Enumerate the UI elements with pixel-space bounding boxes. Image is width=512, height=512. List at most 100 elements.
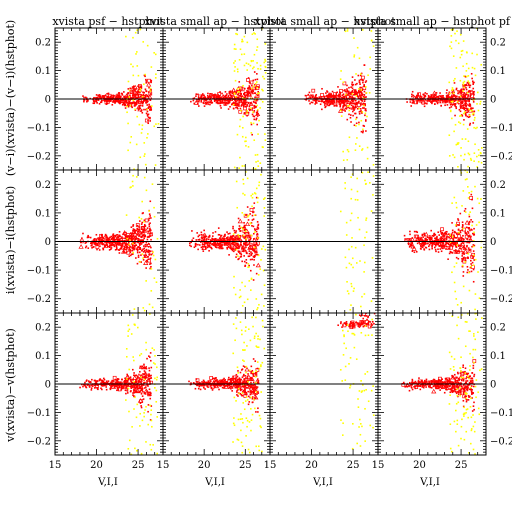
red-point xyxy=(355,116,358,119)
red-point xyxy=(456,241,458,243)
red-point xyxy=(88,381,91,384)
red-point xyxy=(256,221,259,223)
red-point xyxy=(253,202,256,204)
yellow-point xyxy=(363,261,366,264)
red-point xyxy=(221,247,224,250)
yellow-point xyxy=(465,75,468,78)
red-point xyxy=(84,96,87,99)
red-point xyxy=(121,236,123,238)
yellow-point xyxy=(369,68,372,70)
yellow-point xyxy=(239,295,242,298)
red-point xyxy=(227,243,230,246)
red-point xyxy=(338,99,341,101)
red-point xyxy=(425,243,427,245)
yellow-point xyxy=(351,257,354,260)
yellow-point xyxy=(471,52,474,55)
red-point xyxy=(230,235,232,238)
red-point xyxy=(458,239,461,242)
yellow-point xyxy=(454,123,457,126)
red-point xyxy=(462,271,465,273)
red-point xyxy=(107,93,112,98)
red-point xyxy=(111,103,114,106)
red-point xyxy=(235,92,238,94)
red-point xyxy=(329,102,332,105)
yellow-point xyxy=(363,104,365,107)
yellow-point xyxy=(472,240,475,242)
red-point xyxy=(115,97,117,99)
red-point xyxy=(136,250,139,252)
red-point xyxy=(347,92,350,95)
yellow-point xyxy=(240,53,243,56)
red-point xyxy=(360,78,362,81)
yellow-point xyxy=(340,70,342,72)
red-point xyxy=(356,82,358,85)
red-point xyxy=(323,96,326,98)
yellow-point xyxy=(350,245,353,248)
ytick-label: 0.2 xyxy=(35,38,51,49)
red-point xyxy=(362,79,364,82)
red-point xyxy=(425,240,428,242)
yellow-point xyxy=(460,114,462,117)
red-point xyxy=(144,218,149,223)
red-point xyxy=(226,246,228,249)
red-point xyxy=(251,84,253,87)
red-point xyxy=(415,250,418,253)
yellow-point xyxy=(263,207,266,209)
red-point xyxy=(252,211,255,213)
red-point xyxy=(313,97,316,100)
red-point xyxy=(220,244,223,246)
red-point xyxy=(96,97,99,99)
red-point xyxy=(354,83,357,86)
yellow-point xyxy=(477,271,479,273)
red-point xyxy=(357,95,359,98)
yellow-point xyxy=(450,35,453,37)
red-point xyxy=(441,237,443,239)
red-point xyxy=(251,246,254,248)
red-point xyxy=(235,230,237,232)
yellow-point xyxy=(241,135,244,138)
red-point xyxy=(124,103,127,106)
red-point xyxy=(462,225,464,227)
yellow-point xyxy=(252,85,255,88)
red-point xyxy=(235,242,238,245)
red-point xyxy=(130,102,133,104)
yellow-point xyxy=(473,116,476,119)
points-r1-c3 xyxy=(304,28,375,166)
red-point xyxy=(320,96,323,98)
red-point xyxy=(426,236,429,239)
yellow-point xyxy=(453,130,455,133)
yellow-point xyxy=(456,100,459,103)
red-point xyxy=(125,98,127,101)
red-point xyxy=(221,92,223,95)
red-point xyxy=(345,94,348,97)
red-point xyxy=(454,252,456,254)
red-point xyxy=(227,95,230,97)
yellow-point xyxy=(262,245,265,248)
red-point xyxy=(419,95,422,98)
red-point xyxy=(204,101,207,104)
yellow-point xyxy=(239,289,241,291)
yellow-point xyxy=(366,157,369,160)
yellow-point xyxy=(143,176,146,179)
red-point xyxy=(116,389,118,392)
red-point xyxy=(85,245,88,248)
red-point xyxy=(93,102,96,105)
red-point xyxy=(323,101,326,103)
yellow-point xyxy=(253,214,256,217)
red-point xyxy=(198,99,200,101)
red-point xyxy=(251,109,253,111)
red-point xyxy=(471,257,474,259)
red-point xyxy=(363,100,366,103)
red-point xyxy=(223,97,228,102)
red-point xyxy=(437,248,439,251)
red-point xyxy=(330,95,333,97)
red-point xyxy=(463,108,466,111)
red-point xyxy=(240,101,243,103)
ytick-label: 0.1 xyxy=(490,66,506,77)
yellow-point xyxy=(372,194,374,196)
red-point xyxy=(253,264,255,266)
yellow-point xyxy=(260,293,263,296)
red-point xyxy=(472,91,474,93)
red-point xyxy=(119,248,122,250)
red-point xyxy=(361,75,365,80)
